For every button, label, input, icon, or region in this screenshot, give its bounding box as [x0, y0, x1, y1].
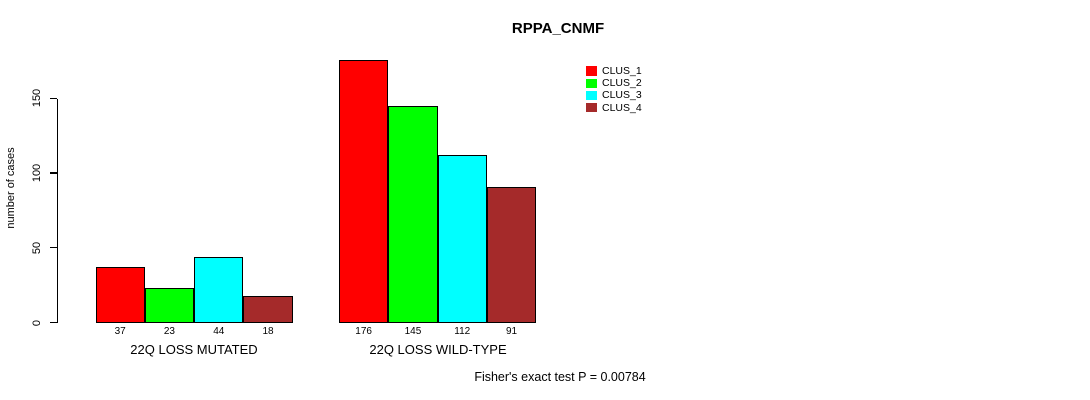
bar-value-label: 112: [454, 326, 471, 337]
y-tick-mark: [50, 321, 57, 324]
y-tick-label: 100: [31, 163, 43, 183]
bar: [194, 256, 244, 324]
legend-row: CLUS_3: [586, 89, 642, 101]
bar: [486, 186, 537, 324]
y-tick-mark: [50, 172, 57, 174]
bar: [437, 155, 487, 324]
legend-swatch: [586, 66, 597, 76]
x-category-label: 22Q LOSS WILD-TYPE: [369, 342, 507, 357]
legend-swatch: [586, 90, 597, 101]
legend-label: CLUS_3: [602, 89, 642, 102]
fisher-test-note: Fisher's exact test P = 0.00784: [474, 370, 646, 384]
bar-value-label: 37: [114, 326, 126, 337]
bar: [388, 105, 438, 324]
bar: [144, 288, 195, 324]
legend-swatch: [586, 102, 597, 113]
bar-value-label: 145: [404, 326, 422, 337]
bar-value-label: 176: [355, 326, 372, 337]
y-tick-label: 50: [31, 241, 43, 254]
bar: [95, 267, 145, 324]
bar-value-label: 91: [505, 326, 518, 337]
legend-swatch: [586, 78, 597, 89]
bar: [243, 295, 293, 324]
y-tick-mark: [50, 247, 57, 249]
legend-label: CLUS_1: [602, 65, 642, 78]
legend-row: CLUS_2: [586, 77, 642, 89]
bar-value-label: 23: [163, 326, 175, 337]
legend-label: CLUS_4: [602, 101, 642, 114]
y-axis-label: number of cases: [5, 147, 17, 229]
legend-row: CLUS_1: [586, 65, 642, 77]
legend-label: CLUS_2: [602, 77, 642, 90]
chart-title: RPPA_CNMF: [511, 20, 605, 37]
legend-row: CLUS_4: [586, 102, 642, 114]
y-tick-label: 0: [31, 319, 43, 326]
y-tick-label: 150: [31, 89, 43, 108]
legend: CLUS_1 CLUS_2 CLUS_3 CLUS_4: [586, 65, 642, 114]
y-tick-mark: [50, 97, 57, 100]
y-axis-line: [57, 99, 59, 323]
bar: [339, 59, 389, 324]
bar-value-label: 18: [262, 326, 274, 337]
x-category-label: 22Q LOSS MUTATED: [130, 342, 258, 357]
bar-value-label: 44: [213, 326, 225, 337]
